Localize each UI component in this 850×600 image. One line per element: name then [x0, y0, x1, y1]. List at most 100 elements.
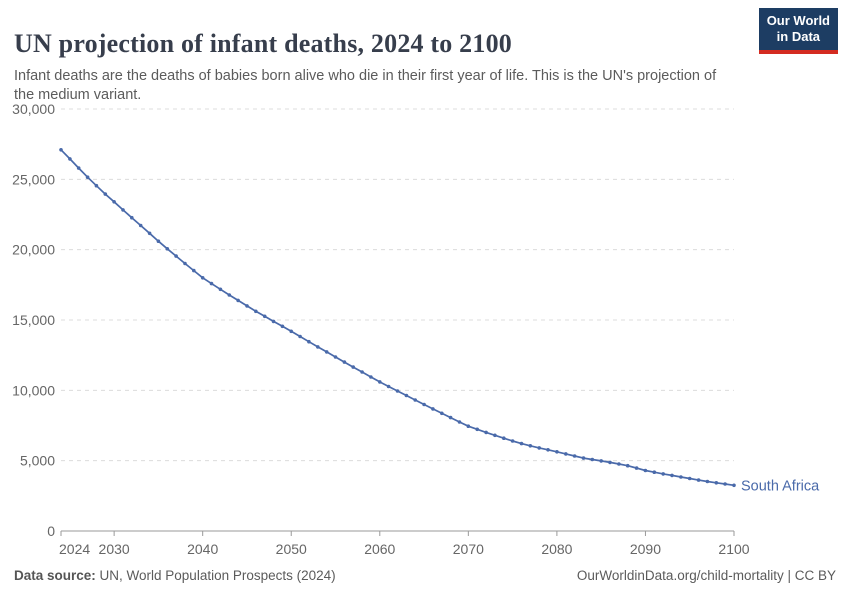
page-title: UN projection of infant deaths, 2024 to … — [14, 29, 512, 59]
data-point — [466, 424, 471, 429]
data-point — [581, 456, 586, 460]
chart-subtitle: Infant deaths are the deaths of babies b… — [14, 67, 717, 104]
x-axis-tick-label: 2030 — [99, 541, 130, 557]
data-point — [289, 329, 294, 334]
data-source-text: UN, World Population Prospects (2024) — [95, 568, 336, 583]
data-point — [183, 261, 187, 266]
x-axis — [60, 530, 735, 536]
x-axis-tick-label: 2090 — [630, 541, 661, 557]
data-point — [528, 444, 533, 448]
data-point — [156, 239, 161, 243]
data-point — [112, 200, 116, 204]
data-point — [413, 398, 418, 402]
data-point — [431, 407, 435, 411]
y-axis-tick-label: 10,000 — [12, 382, 55, 398]
y-axis-tick-label: 5,000 — [20, 453, 55, 469]
data-point — [130, 215, 134, 220]
data-point — [280, 324, 285, 329]
data-point — [617, 462, 621, 466]
data-point — [723, 482, 727, 486]
data-point — [94, 183, 99, 188]
data-point — [200, 276, 205, 280]
x-axis-tick-label: 2040 — [187, 541, 218, 557]
data-point — [342, 360, 347, 364]
data-point — [705, 479, 710, 484]
data-point — [85, 175, 90, 179]
data-point — [76, 166, 81, 170]
data-point — [333, 355, 338, 359]
data-source-note: Data source: UN, World Population Prospe… — [14, 568, 336, 583]
data-point — [643, 468, 648, 473]
data-point — [351, 365, 356, 369]
y-axis-tick-label: 25,000 — [12, 171, 55, 187]
data-point — [625, 463, 630, 468]
data-point — [555, 450, 559, 454]
x-axis-tick-label: 2050 — [276, 541, 307, 557]
x-axis-tick-label: 2024 — [59, 541, 90, 557]
data-point — [493, 433, 497, 438]
data-point — [608, 460, 612, 465]
data-point — [254, 309, 258, 314]
data-point — [245, 304, 249, 308]
data-point — [484, 430, 488, 435]
data-point — [599, 459, 603, 463]
data-point — [165, 247, 170, 251]
data-point — [138, 223, 143, 228]
data-point — [404, 393, 409, 398]
data-point — [670, 473, 674, 478]
data-point — [572, 454, 577, 458]
data-point — [386, 384, 391, 389]
data-point — [227, 293, 232, 297]
data-point — [68, 157, 72, 161]
data-point-markers — [59, 148, 736, 488]
owid-url-link[interactable]: OurWorldinData.org/child-mortality | CC … — [576, 568, 836, 583]
data-point — [696, 478, 701, 482]
owid-logo-line2: in Data — [776, 29, 821, 45]
data-point — [316, 345, 320, 349]
y-axis-tick-label: 20,000 — [12, 242, 55, 258]
y-axis-tick-label: 0 — [47, 523, 55, 539]
x-axis-tick-label: 2080 — [541, 541, 572, 557]
data-point — [440, 411, 444, 416]
data-point — [147, 231, 152, 236]
data-point — [103, 192, 108, 196]
data-point — [422, 402, 426, 407]
data-point — [236, 298, 240, 303]
data-point — [369, 375, 373, 379]
data-point — [564, 452, 568, 456]
chart-footer: Data source: UN, World Population Prospe… — [14, 568, 836, 583]
data-point — [121, 208, 125, 212]
data-point — [192, 268, 196, 273]
projection-line[interactable] — [60, 149, 735, 487]
data-source-label: Data source: — [14, 568, 96, 583]
owid-logo[interactable]: Our World in Data — [758, 8, 838, 54]
data-point — [395, 389, 400, 393]
data-point — [537, 446, 541, 450]
data-point — [360, 370, 364, 374]
y-axis-tick-label: 30,000 — [12, 101, 55, 117]
x-axis-tick-label: 2060 — [364, 541, 395, 557]
data-point — [590, 457, 595, 462]
data-point — [298, 334, 302, 339]
data-point — [271, 319, 276, 324]
data-point — [324, 350, 329, 354]
data-point — [307, 339, 311, 344]
data-point — [546, 448, 550, 452]
data-point — [378, 380, 382, 384]
owid-logo-line1: Our World — [766, 13, 830, 28]
entity-label[interactable]: South Africa — [741, 478, 820, 494]
x-axis-tick-label: 2070 — [453, 541, 484, 557]
data-point — [209, 281, 214, 286]
y-axis-tick-label: 15,000 — [12, 312, 55, 328]
x-axis-tick-labels: 2024 2030 2040 2050 2060 2070 2080 2090 2100 — [59, 541, 750, 557]
data-point — [502, 436, 506, 441]
data-point — [262, 314, 267, 319]
data-point — [510, 439, 515, 443]
data-point — [687, 476, 692, 481]
data-point — [457, 420, 462, 424]
data-point — [448, 415, 453, 420]
data-point — [652, 470, 657, 475]
data-point — [218, 287, 223, 292]
